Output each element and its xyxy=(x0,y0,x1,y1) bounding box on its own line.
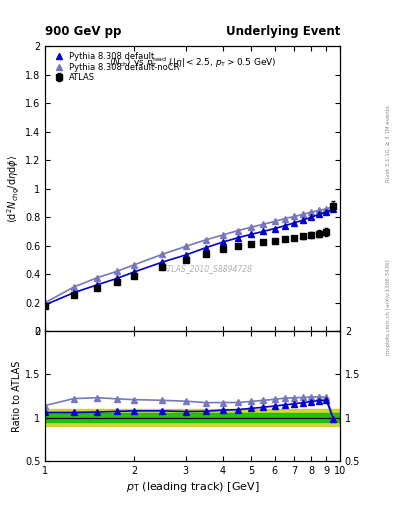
Pythia 8.308 default-noCR xyxy=(309,209,314,215)
Pythia 8.308 default xyxy=(272,225,277,231)
Text: 900 GeV pp: 900 GeV pp xyxy=(45,26,121,38)
Pythia 8.308 default xyxy=(261,228,266,234)
Pythia 8.308 default-noCR xyxy=(301,211,305,218)
Pythia 8.308 default-noCR xyxy=(203,237,208,243)
Text: Underlying Event: Underlying Event xyxy=(226,26,340,38)
Pythia 8.308 default xyxy=(72,290,76,296)
Line: Pythia 8.308 default: Pythia 8.308 default xyxy=(42,206,336,308)
Text: ATLAS_2010_S8894728: ATLAS_2010_S8894728 xyxy=(162,264,252,273)
Pythia 8.308 default-noCR xyxy=(272,218,277,224)
Pythia 8.308 default-noCR xyxy=(43,300,48,306)
Pythia 8.308 default xyxy=(309,214,314,220)
Pythia 8.308 default-noCR xyxy=(132,262,136,268)
Pythia 8.308 default xyxy=(43,302,48,308)
Pythia 8.308 default xyxy=(184,252,188,258)
Pythia 8.308 default xyxy=(220,239,225,245)
X-axis label: $p_\mathrm{T}$ (leading track) [GeV]: $p_\mathrm{T}$ (leading track) [GeV] xyxy=(126,480,259,494)
Line: Pythia 8.308 default-noCR: Pythia 8.308 default-noCR xyxy=(42,204,336,306)
Pythia 8.308 default xyxy=(317,211,321,218)
Pythia 8.308 default xyxy=(203,245,208,251)
Pythia 8.308 default xyxy=(331,205,336,211)
Pythia 8.308 default xyxy=(249,231,253,238)
Text: Rivet 3.1.10, ≥ 3.1M events: Rivet 3.1.10, ≥ 3.1M events xyxy=(386,105,391,182)
Pythia 8.308 default xyxy=(114,275,119,282)
Pythia 8.308 default-noCR xyxy=(95,274,99,281)
Legend: Pythia 8.308 default, Pythia 8.308 default-noCR, ATLAS: Pythia 8.308 default, Pythia 8.308 defau… xyxy=(50,50,182,84)
Pythia 8.308 default xyxy=(95,282,99,288)
Pythia 8.308 default-noCR xyxy=(331,203,336,209)
Pythia 8.308 default-noCR xyxy=(283,216,287,222)
Pythia 8.308 default xyxy=(301,217,305,223)
Y-axis label: Ratio to ATLAS: Ratio to ATLAS xyxy=(12,360,22,432)
Pythia 8.308 default xyxy=(160,259,165,265)
Pythia 8.308 default xyxy=(132,269,136,275)
Pythia 8.308 default-noCR xyxy=(324,206,329,212)
Pythia 8.308 default-noCR xyxy=(72,284,76,290)
Pythia 8.308 default-noCR xyxy=(114,268,119,274)
Pythia 8.308 default xyxy=(324,209,329,215)
Pythia 8.308 default-noCR xyxy=(249,224,253,230)
Pythia 8.308 default-noCR xyxy=(292,214,297,220)
Pythia 8.308 default-noCR xyxy=(220,232,225,238)
Pythia 8.308 default xyxy=(283,223,287,229)
Pythia 8.308 default-noCR xyxy=(317,207,321,214)
Y-axis label: $\langle\mathrm{d}^2 N_\mathrm{chg}/\mathrm{d}\eta\mathrm{d}\phi\rangle$: $\langle\mathrm{d}^2 N_\mathrm{chg}/\mat… xyxy=(6,155,22,223)
Pythia 8.308 default xyxy=(235,234,240,241)
Pythia 8.308 default xyxy=(292,220,297,226)
Text: mcplots.cern.ch [arXiv:1306.3436]: mcplots.cern.ch [arXiv:1306.3436] xyxy=(386,260,391,355)
Pythia 8.308 default-noCR xyxy=(235,228,240,234)
Pythia 8.308 default-noCR xyxy=(160,251,165,258)
Text: $\langle N_\mathrm{ch}\rangle$ vs $p_\mathrm{T}^\mathrm{lead}$ ($|\eta|<2.5$, $p: $\langle N_\mathrm{ch}\rangle$ vs $p_\ma… xyxy=(109,55,276,70)
Pythia 8.308 default-noCR xyxy=(261,221,266,227)
Pythia 8.308 default-noCR xyxy=(184,243,188,249)
